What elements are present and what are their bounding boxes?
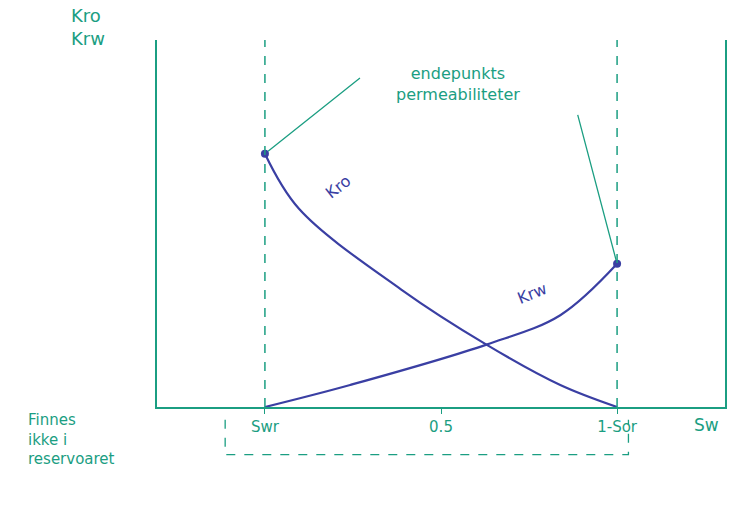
svg-text:1-Sor: 1-Sor xyxy=(597,418,638,436)
svg-text:Kro: Kro xyxy=(322,171,355,202)
svg-text:Krw: Krw xyxy=(515,279,550,308)
svg-text:0.5: 0.5 xyxy=(429,418,453,436)
svg-text:Sw: Sw xyxy=(694,415,719,435)
svg-text:endepunktspermeabiliteter: endepunktspermeabiliteter xyxy=(396,64,520,104)
svg-text:Swr: Swr xyxy=(251,418,280,436)
svg-text:KroKrw: KroKrw xyxy=(71,5,105,49)
svg-text:Finnesikke ireservoaret: Finnesikke ireservoaret xyxy=(28,411,115,468)
